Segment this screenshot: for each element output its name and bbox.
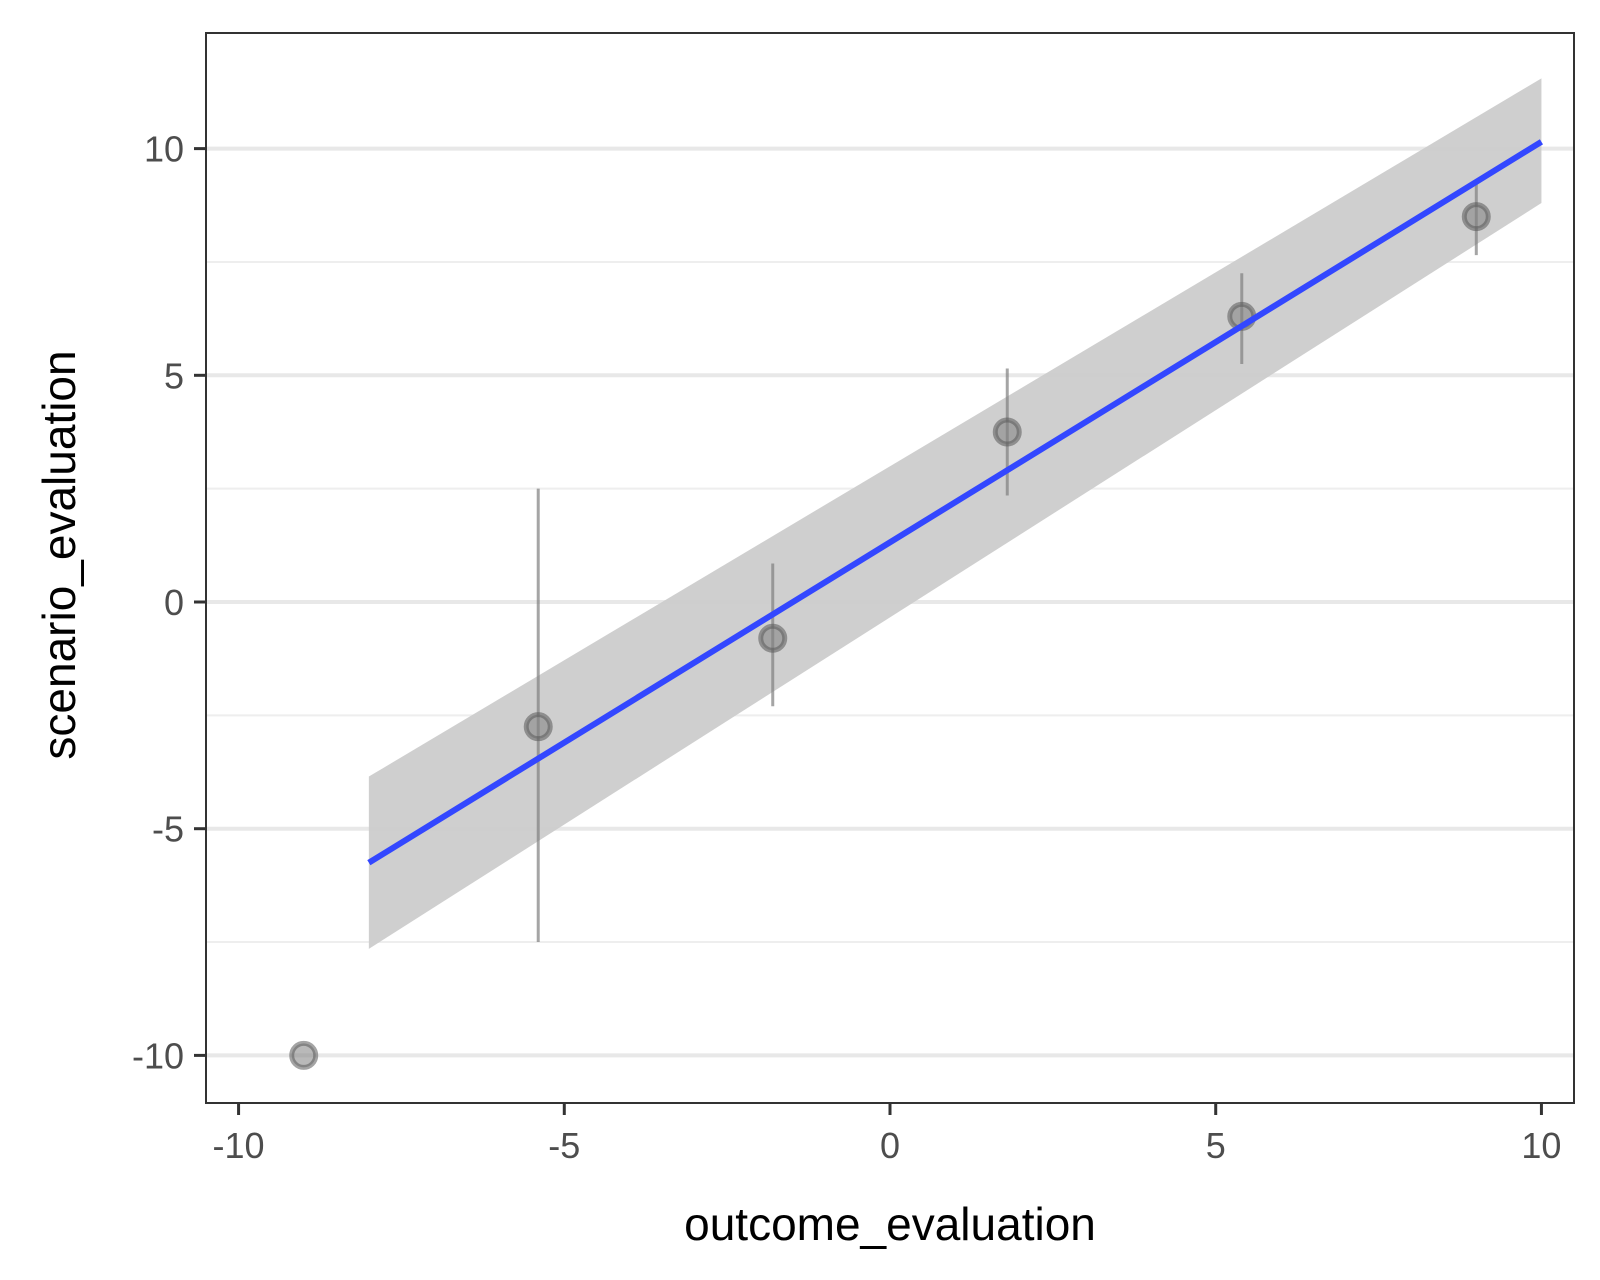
data-point xyxy=(1461,202,1491,232)
data-point xyxy=(289,1040,319,1070)
y-axis-title: scenario_evaluation xyxy=(33,350,85,759)
confidence-band xyxy=(368,78,1542,949)
x-tick-label: 5 xyxy=(1206,1125,1226,1166)
data-point xyxy=(523,712,553,742)
y-tick-label: 5 xyxy=(164,355,184,396)
data-point xyxy=(992,417,1022,447)
y-tick-label: 0 xyxy=(164,582,184,623)
x-axis: -10 -5 0 5 10 xyxy=(213,1103,1561,1166)
x-tick-label: 0 xyxy=(880,1125,900,1166)
x-axis-title: outcome_evaluation xyxy=(684,1198,1096,1250)
y-axis: -10 -5 0 5 10 xyxy=(132,129,206,1076)
data-point xyxy=(758,623,788,653)
fit-line xyxy=(367,139,1543,866)
fit-line-layer xyxy=(367,139,1543,866)
confidence-band-layer xyxy=(368,78,1542,949)
y-tick-label: -5 xyxy=(152,809,184,850)
x-tick-label: -5 xyxy=(548,1125,580,1166)
y-tick-label: -10 xyxy=(132,1035,184,1076)
y-tick-label: 10 xyxy=(144,129,184,170)
x-tick-label: 10 xyxy=(1521,1125,1561,1166)
x-tick-label: -10 xyxy=(213,1125,265,1166)
